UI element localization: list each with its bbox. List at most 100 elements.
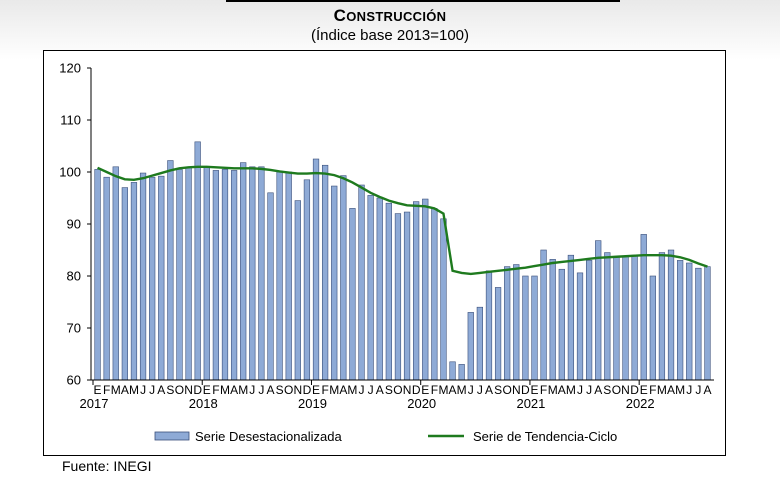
bar-49	[540, 249, 547, 381]
top-rule	[226, 0, 620, 2]
month-label-22: N	[293, 383, 302, 397]
bar-57	[613, 255, 620, 381]
month-label-64: M	[675, 383, 685, 397]
month-label-20: S	[276, 383, 284, 397]
bar-0	[94, 169, 101, 381]
bar-17	[249, 166, 256, 381]
bar-66	[695, 267, 702, 381]
year-label-2019: 2019	[298, 396, 327, 411]
bar-5	[139, 172, 147, 381]
bar-29	[358, 184, 365, 381]
y-tick-label-80: 80	[67, 269, 81, 284]
month-label-10: N	[184, 383, 193, 397]
chart-subtitle: (Índice base 2013=100)	[310, 27, 470, 44]
bar-56	[604, 252, 611, 381]
bar-58	[622, 255, 629, 381]
bar-41	[467, 312, 474, 381]
bar-55	[595, 240, 602, 381]
bar-1	[103, 176, 110, 381]
month-label-43: A	[485, 383, 493, 397]
month-label-12: E	[203, 383, 211, 397]
bar-6	[149, 176, 156, 381]
month-label-35: D	[412, 383, 421, 397]
bar-45	[504, 266, 511, 381]
month-label-7: A	[157, 383, 165, 397]
bar-64	[677, 260, 684, 381]
bar-39	[449, 361, 456, 381]
bar-65	[686, 262, 693, 381]
month-label-60: E	[640, 383, 648, 397]
bar-3	[121, 187, 128, 381]
month-label-49: F	[540, 383, 547, 397]
bar-13	[212, 170, 220, 381]
bar-31	[376, 197, 383, 381]
source-note: Fuente: INEGI	[62, 458, 152, 474]
month-label-5: J	[140, 383, 146, 397]
legend-line-label: Serie de Tendencia-Ciclo	[473, 429, 617, 444]
month-label-65: J	[686, 383, 692, 397]
bar-54	[585, 260, 593, 381]
bar-10	[185, 166, 192, 381]
bar-61	[649, 275, 656, 381]
month-label-19: A	[267, 383, 275, 397]
month-label-25: F	[321, 383, 328, 397]
bar-46	[513, 264, 520, 381]
year-label-2021: 2021	[516, 396, 545, 411]
month-label-36: E	[421, 383, 429, 397]
bar-26	[331, 185, 338, 381]
bar-27	[340, 175, 347, 381]
bar-36	[422, 198, 429, 381]
y-axis-labels: 60 70 80 90 100 110 120	[59, 61, 81, 388]
bar-37	[431, 208, 438, 381]
bar-51	[558, 268, 565, 381]
month-label-3: A	[121, 383, 129, 397]
month-label-53: J	[577, 383, 583, 397]
month-label-16: M	[238, 383, 248, 397]
bar-19	[267, 192, 274, 381]
y-tick-label-120: 120	[59, 61, 81, 76]
bar-11	[194, 141, 201, 381]
month-label-4: M	[129, 383, 139, 397]
bar-42	[476, 306, 483, 381]
year-label-2020: 2020	[407, 396, 436, 411]
legend-bar-label: Serie Desestacionalizada	[195, 429, 342, 444]
bar-22	[294, 200, 301, 381]
bar-38	[440, 218, 447, 381]
month-label-15: A	[230, 383, 238, 397]
month-label-37: F	[431, 383, 438, 397]
month-label-29: J	[359, 383, 365, 397]
year-label-2018: 2018	[189, 396, 218, 411]
y-tick-label-60: 60	[67, 373, 81, 388]
month-label-27: A	[339, 383, 347, 397]
month-label-51: A	[558, 383, 566, 397]
bar-35	[413, 201, 420, 381]
bar-25	[321, 164, 329, 381]
bar-67	[704, 266, 711, 381]
bar-8	[167, 160, 174, 381]
y-tick-label-100: 100	[59, 165, 81, 180]
month-label-23: D	[303, 383, 312, 397]
month-label-52: M	[566, 383, 576, 397]
bar-9	[176, 169, 183, 381]
y-tick-label-70: 70	[67, 321, 81, 336]
month-label-32: S	[385, 383, 393, 397]
bar-48	[531, 275, 538, 381]
bar-4	[130, 182, 138, 381]
month-label-59: D	[630, 383, 639, 397]
y-tick-label-90: 90	[67, 217, 81, 232]
month-label-13: F	[212, 383, 219, 397]
bar-50	[549, 259, 556, 381]
axes	[87, 67, 714, 385]
month-label-14: M	[220, 383, 230, 397]
month-label-63: A	[667, 383, 675, 397]
month-label-11: D	[193, 383, 202, 397]
month-label-46: N	[512, 383, 521, 397]
legend-bar-swatch	[154, 431, 190, 441]
bar-20	[276, 171, 283, 381]
chart-title: CONSTRUCCIÓN	[0, 6, 780, 26]
month-label-2: M	[111, 383, 121, 397]
month-label-33: O	[393, 383, 402, 397]
bar-16	[240, 162, 247, 381]
